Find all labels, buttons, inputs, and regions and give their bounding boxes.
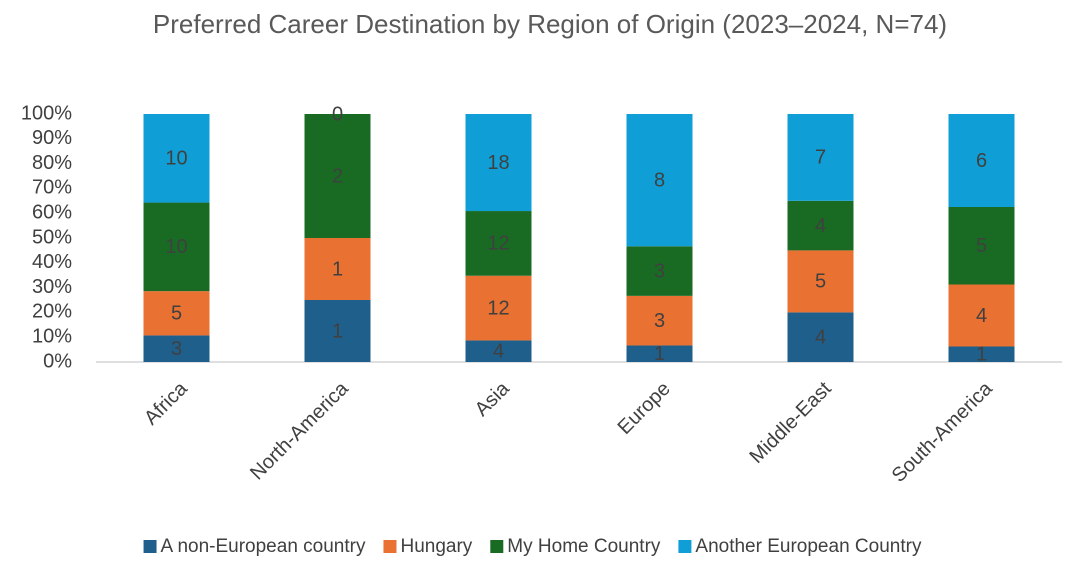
bar-segment xyxy=(787,114,854,201)
bar-segment xyxy=(143,114,210,203)
bar-segment xyxy=(465,114,532,212)
bar-segment xyxy=(787,312,854,362)
legend-label: My Home Country xyxy=(507,536,661,557)
data-label: 1 xyxy=(332,258,343,280)
x-tick-label: North-America xyxy=(246,377,353,484)
bar-segment xyxy=(948,114,1015,207)
chart-title: Preferred Career Destination by Region o… xyxy=(152,9,948,39)
y-tick-label: 70% xyxy=(32,177,72,199)
x-tick-label: Asia xyxy=(471,377,515,421)
y-tick-label: 90% xyxy=(32,127,72,149)
data-label: 3 xyxy=(171,338,182,360)
legend-swatch xyxy=(490,540,504,553)
data-label: 5 xyxy=(815,271,826,293)
bar-segment xyxy=(787,250,854,313)
bar-segment xyxy=(304,300,371,362)
bar-segment xyxy=(465,275,532,341)
data-label: 6 xyxy=(976,150,987,172)
data-label: 18 xyxy=(487,152,509,174)
y-tick-label: 100% xyxy=(21,102,72,124)
bar-segment xyxy=(626,114,693,247)
bar-segment xyxy=(948,284,1015,347)
bar-segment xyxy=(304,238,371,300)
y-tick-label: 30% xyxy=(32,276,72,298)
data-label: 0 xyxy=(332,103,343,125)
bar-segment xyxy=(948,207,1015,285)
y-tick-label: 0% xyxy=(43,350,72,372)
y-tick-label: 20% xyxy=(32,301,72,323)
x-tick-label: South-America xyxy=(888,377,998,487)
y-tick-label: 40% xyxy=(32,251,72,273)
x-tick-label: Europe xyxy=(614,378,675,439)
data-label: 12 xyxy=(487,297,509,319)
bar-segment xyxy=(143,335,210,362)
data-label: 1 xyxy=(332,320,343,342)
data-label: 5 xyxy=(171,303,182,325)
bar-segment xyxy=(948,346,1015,362)
data-label: 2 xyxy=(332,165,343,187)
bar-segment xyxy=(465,211,532,276)
data-label: 1 xyxy=(654,343,665,365)
legend-label: A non-European country xyxy=(161,536,366,557)
legend-swatch xyxy=(678,540,692,553)
bar-segment xyxy=(787,200,854,251)
x-tick-label: Africa xyxy=(140,377,192,429)
data-label: 5 xyxy=(976,235,987,257)
x-tick-label: Middle-East xyxy=(746,377,837,468)
bar-segment xyxy=(626,345,693,362)
bar-segment xyxy=(143,202,210,292)
bar-segment xyxy=(626,246,693,296)
data-label: 4 xyxy=(493,340,504,362)
data-label: 1 xyxy=(976,344,987,366)
y-tick-label: 60% xyxy=(32,201,72,223)
bar-segment xyxy=(304,114,371,238)
data-label: 10 xyxy=(165,148,187,170)
data-label: 4 xyxy=(815,326,826,348)
bar-segment xyxy=(465,340,532,362)
y-tick-label: 10% xyxy=(32,325,72,347)
y-tick-label: 50% xyxy=(32,226,72,248)
data-label: 3 xyxy=(654,260,665,282)
legend-label: Another European Country xyxy=(695,536,922,557)
data-label: 12 xyxy=(487,233,509,255)
data-label: 7 xyxy=(815,147,826,169)
data-label: 4 xyxy=(976,305,987,327)
legend-swatch xyxy=(383,540,397,553)
bar-segment xyxy=(626,295,693,346)
bar-segment xyxy=(143,291,210,336)
data-label: 4 xyxy=(815,215,826,237)
data-label: 10 xyxy=(165,236,187,258)
legend-label: Hungary xyxy=(400,536,472,557)
data-label: 8 xyxy=(654,169,665,191)
legend-swatch xyxy=(143,540,157,553)
y-tick-label: 80% xyxy=(32,152,72,174)
data-label: 3 xyxy=(654,310,665,332)
